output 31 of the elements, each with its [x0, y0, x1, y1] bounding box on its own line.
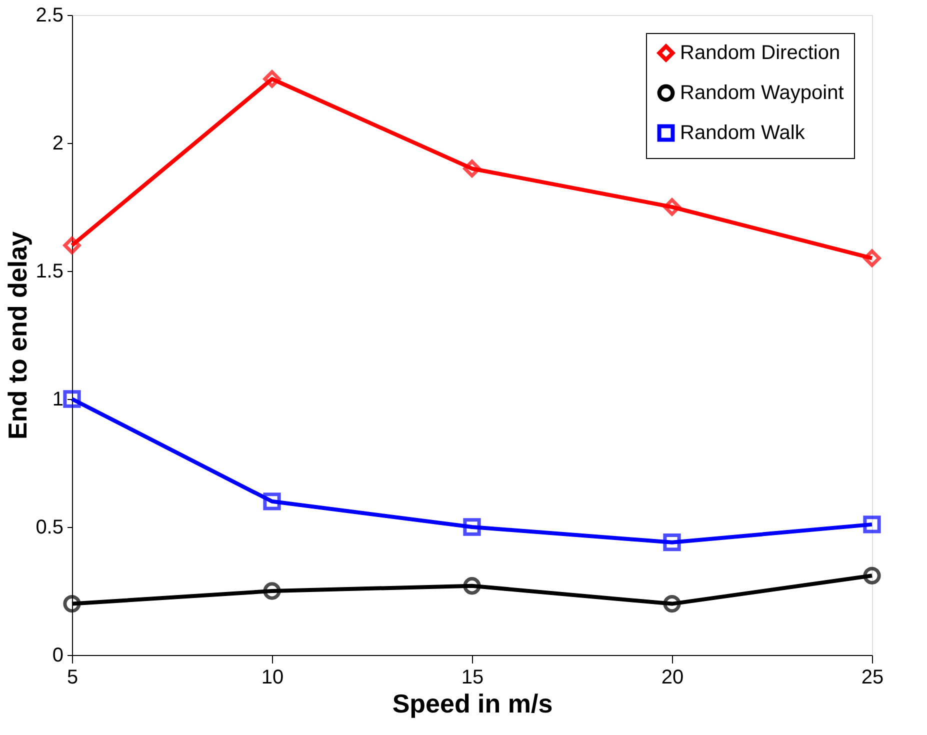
point — [863, 516, 881, 534]
x-tick-label: 10 — [261, 666, 284, 688]
point — [63, 236, 81, 254]
x-tick-label: 15 — [461, 666, 484, 688]
point — [263, 582, 281, 600]
x-tick-label: 5 — [66, 666, 78, 688]
point — [463, 160, 481, 178]
y-tick-label: 1 — [52, 388, 64, 410]
x-tick-label: 25 — [861, 666, 884, 688]
point — [463, 518, 481, 536]
point — [63, 594, 81, 613]
y-tick-label: 1.5 — [36, 260, 64, 282]
y-tick-label: 0.5 — [36, 516, 64, 538]
point — [263, 492, 281, 510]
point — [863, 249, 881, 268]
legend-label: Random Waypoint — [680, 82, 844, 104]
point — [863, 566, 881, 584]
legend-label: Random Walk — [680, 122, 806, 144]
point — [663, 594, 681, 613]
y-tick-label: 2 — [52, 132, 64, 154]
x-axis-title: Speed in m/s — [392, 688, 553, 718]
y-axis-title: End to end delay — [2, 230, 33, 440]
x-tick-label: 20 — [661, 666, 684, 688]
y-tick-label: 0 — [52, 644, 64, 666]
point — [663, 534, 681, 552]
legend-label: Random Direction — [680, 42, 840, 64]
point — [663, 198, 681, 216]
point — [263, 70, 281, 88]
point — [63, 390, 81, 408]
point — [463, 577, 481, 595]
y-tick-label: 2.5 — [36, 4, 64, 26]
